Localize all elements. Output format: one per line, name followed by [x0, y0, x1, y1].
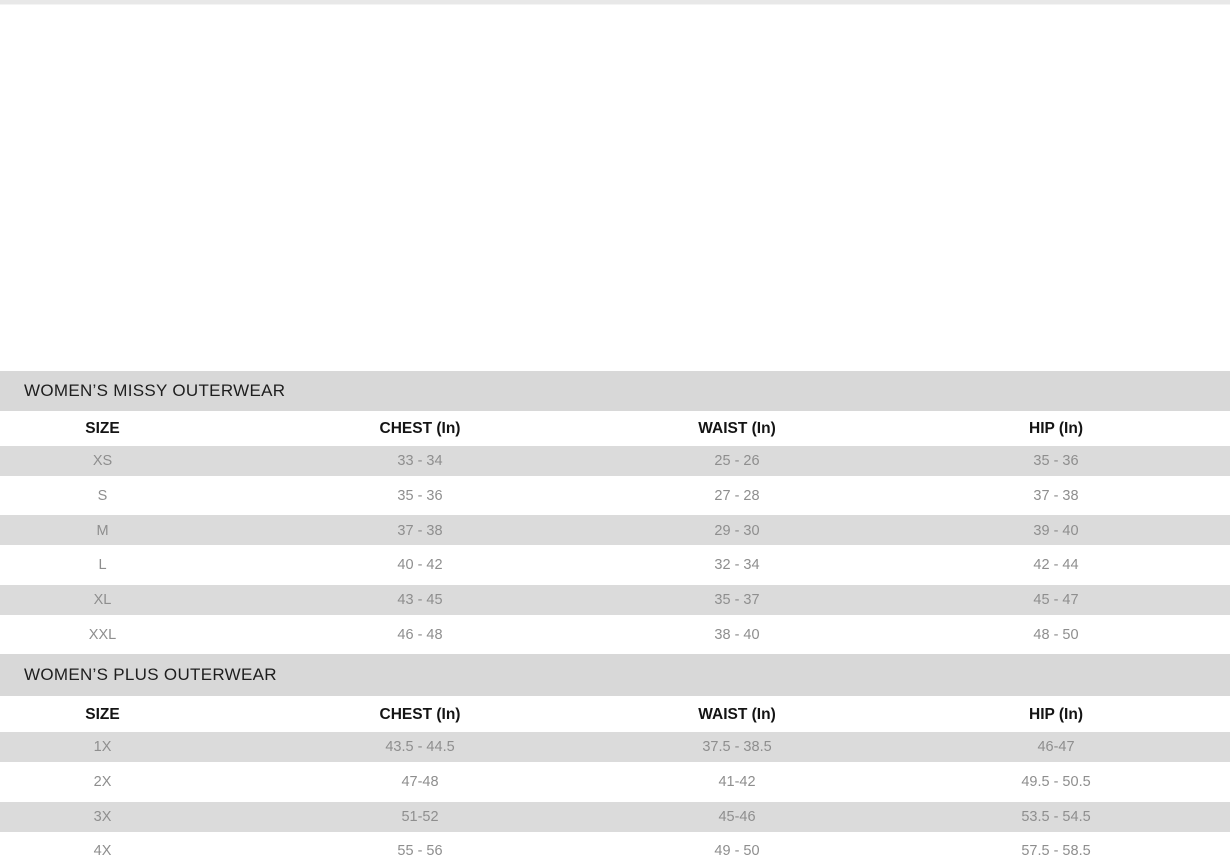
size-cell: 3X	[93, 808, 112, 825]
waist-value-cell: 27 - 28	[714, 487, 760, 504]
size-cell: M	[96, 522, 109, 539]
column-header-waist: WAIST (In)	[698, 705, 776, 723]
waist-value-cell: 45-46	[718, 808, 756, 825]
size-cell: 4X	[93, 843, 112, 860]
hip-value-cell: 49.5 - 50.5	[1021, 774, 1091, 791]
size-cell: 1X	[93, 739, 112, 756]
chest-value-cell: 35 - 36	[397, 487, 443, 504]
chest-value-cell: 43 - 45	[397, 592, 443, 608]
chest-value-cell: 51-52	[401, 808, 439, 825]
table-row: 4X 55 - 56 49 - 50 57.5 - 58.5	[0, 836, 1230, 861]
waist-value-cell: 38 - 40	[714, 626, 760, 643]
hip-value-cell: 37 - 38	[1033, 487, 1079, 504]
size-cell: S	[97, 487, 108, 504]
size-cell: XL	[93, 592, 112, 608]
column-header-row: SIZE CHEST (In) WAIST (In) HIP (In)	[0, 696, 1230, 732]
chest-value-cell: 33 - 34	[397, 453, 443, 470]
size-chart-section-plus: WOMEN’S PLUS OUTERWEAR SIZE CHEST (In) W…	[0, 654, 1230, 861]
column-header-hip: HIP (In)	[1029, 705, 1083, 723]
top-edge-strip	[0, 0, 1230, 5]
waist-value-cell: 49 - 50	[714, 843, 760, 860]
column-header-row: SIZE CHEST (In) WAIST (In) HIP (In)	[0, 411, 1230, 446]
hip-value-cell: 57.5 - 58.5	[1021, 843, 1091, 860]
column-header-chest: CHEST (In)	[379, 705, 461, 723]
column-header-hip: HIP (In)	[1029, 420, 1083, 438]
column-header-size: SIZE	[85, 420, 120, 438]
chest-value-cell: 46 - 48	[397, 626, 443, 643]
hip-value-cell: 53.5 - 54.5	[1021, 808, 1091, 825]
waist-value-cell: 35 - 37	[714, 592, 760, 608]
table-row: XXL 46 - 48 38 - 40 48 - 50	[0, 619, 1230, 649]
size-chart-section-missy: WOMEN’S MISSY OUTERWEAR SIZE CHEST (In) …	[0, 371, 1230, 650]
table-row: M 37 - 38 29 - 30 39 - 40	[0, 515, 1230, 546]
table-row: 1X 43.5 - 44.5 37.5 - 38.5 46-47	[0, 732, 1230, 763]
hip-value-cell: 46-47	[1037, 739, 1075, 756]
table-row: XL 43 - 45 35 - 37 45 - 47	[0, 584, 1230, 615]
hip-value-cell: 35 - 36	[1033, 453, 1079, 470]
hip-value-cell: 45 - 47	[1033, 592, 1079, 608]
size-cell: XS	[92, 453, 113, 470]
chest-value-cell: 47-48	[401, 774, 439, 791]
chest-value-cell: 37 - 38	[397, 522, 443, 539]
column-header-size: SIZE	[85, 705, 120, 723]
hip-value-cell: 39 - 40	[1033, 522, 1079, 539]
section-title-plus-outerwear: WOMEN’S PLUS OUTERWEAR	[0, 654, 1230, 697]
table-row: 2X 47-48 41-42 49.5 - 50.5	[0, 767, 1230, 797]
waist-value-cell: 37.5 - 38.5	[702, 739, 772, 756]
chest-value-cell: 40 - 42	[397, 557, 443, 574]
column-header-waist: WAIST (In)	[698, 420, 776, 438]
size-cell: 2X	[93, 774, 112, 791]
waist-value-cell: 29 - 30	[714, 522, 760, 539]
table-row: S 35 - 36 27 - 28 37 - 38	[0, 481, 1230, 511]
table-row: XS 33 - 34 25 - 26 35 - 36	[0, 446, 1230, 476]
size-cell: L	[98, 557, 107, 574]
chest-value-cell: 43.5 - 44.5	[385, 739, 455, 756]
chest-value-cell: 55 - 56	[397, 843, 443, 860]
waist-value-cell: 41-42	[718, 774, 756, 791]
table-row: 3X 51-52 45-46 53.5 - 54.5	[0, 801, 1230, 832]
waist-value-cell: 25 - 26	[714, 453, 760, 470]
waist-value-cell: 32 - 34	[714, 557, 760, 574]
table-body-missy: XS 33 - 34 25 - 26 35 - 36 S 35 - 36 27 …	[0, 446, 1230, 650]
blank-content-area	[0, 5, 1230, 371]
hip-value-cell: 48 - 50	[1033, 626, 1079, 643]
section-title-missy-outerwear: WOMEN’S MISSY OUTERWEAR	[0, 371, 1230, 411]
hip-value-cell: 42 - 44	[1033, 557, 1079, 574]
table-body-plus: 1X 43.5 - 44.5 37.5 - 38.5 46-47 2X 47-4…	[0, 732, 1230, 861]
table-row: L 40 - 42 32 - 34 42 - 44	[0, 550, 1230, 580]
size-cell: XXL	[88, 626, 117, 643]
column-header-chest: CHEST (In)	[379, 420, 461, 438]
